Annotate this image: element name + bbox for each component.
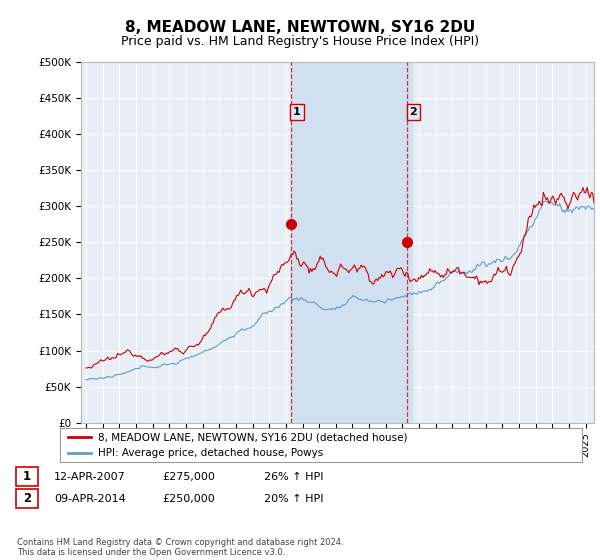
- Text: 2: 2: [410, 107, 418, 117]
- Text: 20% ↑ HPI: 20% ↑ HPI: [264, 494, 323, 504]
- Text: HPI: Average price, detached house, Powys: HPI: Average price, detached house, Powy…: [98, 448, 323, 458]
- Text: 12-APR-2007: 12-APR-2007: [54, 472, 126, 482]
- Text: 1: 1: [23, 470, 31, 483]
- Text: Price paid vs. HM Land Registry's House Price Index (HPI): Price paid vs. HM Land Registry's House …: [121, 35, 479, 48]
- Text: 26% ↑ HPI: 26% ↑ HPI: [264, 472, 323, 482]
- Text: 2: 2: [23, 492, 31, 506]
- Text: 09-APR-2014: 09-APR-2014: [54, 494, 126, 504]
- Text: £250,000: £250,000: [162, 494, 215, 504]
- Text: 8, MEADOW LANE, NEWTOWN, SY16 2DU: 8, MEADOW LANE, NEWTOWN, SY16 2DU: [125, 20, 475, 35]
- Text: £275,000: £275,000: [162, 472, 215, 482]
- Text: 1: 1: [293, 107, 301, 117]
- Text: Contains HM Land Registry data © Crown copyright and database right 2024.
This d: Contains HM Land Registry data © Crown c…: [17, 538, 343, 557]
- Text: 8, MEADOW LANE, NEWTOWN, SY16 2DU (detached house): 8, MEADOW LANE, NEWTOWN, SY16 2DU (detac…: [98, 432, 407, 442]
- Bar: [290, 62, 412, 423]
